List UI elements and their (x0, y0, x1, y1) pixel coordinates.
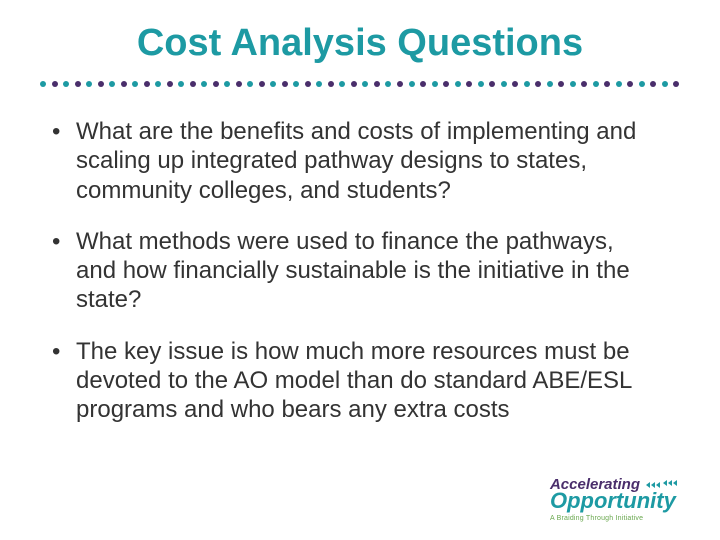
divider-dot (501, 81, 507, 87)
divider-dot (673, 81, 679, 87)
divider-dot (305, 81, 311, 87)
divider-dot (547, 81, 553, 87)
divider-dot (409, 81, 415, 87)
logo-tagline: A Braiding Through Initiative (550, 515, 680, 522)
divider-dot (593, 81, 599, 87)
divider-dot (362, 81, 368, 87)
divider-dot (374, 81, 380, 87)
divider-dot (570, 81, 576, 87)
divider-dot (524, 81, 530, 87)
divider-dot (247, 81, 253, 87)
divider-dot (167, 81, 173, 87)
divider-dot (650, 81, 656, 87)
divider-dot (466, 81, 472, 87)
divider-dot (201, 81, 207, 87)
divider-dot (455, 81, 461, 87)
brand-logo: Accelerating Opportunity A Braiding Thro… (550, 477, 680, 522)
divider-dot (144, 81, 150, 87)
divider-dot (190, 81, 196, 87)
divider-dot (558, 81, 564, 87)
divider-dot (132, 81, 138, 87)
divider-dot (420, 81, 426, 87)
divider-dot (512, 81, 518, 87)
divider-dot (351, 81, 357, 87)
divider-dot (328, 81, 334, 87)
divider-dot (40, 81, 46, 87)
divider-dot (270, 81, 276, 87)
divider-dot (385, 81, 391, 87)
divider-dot (155, 81, 161, 87)
slide: Cost Analysis Questions What are the ben… (0, 0, 720, 540)
divider-dots (40, 79, 680, 89)
divider-dot (604, 81, 610, 87)
divider-dot (489, 81, 495, 87)
divider-dot (432, 81, 438, 87)
slide-title: Cost Analysis Questions (0, 0, 720, 65)
bullet-list: What are the benefits and costs of imple… (0, 117, 720, 424)
divider-dot (627, 81, 633, 87)
logo-line2: Opportunity (550, 490, 680, 512)
divider-dot (282, 81, 288, 87)
divider-dot (639, 81, 645, 87)
divider-dot (339, 81, 345, 87)
bullet-item: What are the benefits and costs of imple… (48, 117, 660, 205)
divider-dot (581, 81, 587, 87)
divider-dot (224, 81, 230, 87)
bullet-item: What methods were used to finance the pa… (48, 227, 660, 315)
divider-dot (293, 81, 299, 87)
divider-dot (109, 81, 115, 87)
divider-dot (178, 81, 184, 87)
divider-dot (397, 81, 403, 87)
divider-dot (86, 81, 92, 87)
divider-dot (98, 81, 104, 87)
divider-dot (443, 81, 449, 87)
divider-dot (75, 81, 81, 87)
divider-dot (121, 81, 127, 87)
divider-dot (52, 81, 58, 87)
divider-dot (535, 81, 541, 87)
divider-dot (213, 81, 219, 87)
divider-dot (316, 81, 322, 87)
divider-dot (662, 81, 668, 87)
bullet-item: The key issue is how much more resources… (48, 337, 660, 425)
divider-dot (259, 81, 265, 87)
divider-dot (63, 81, 69, 87)
divider-dot (616, 81, 622, 87)
divider-dot (478, 81, 484, 87)
divider-dot (236, 81, 242, 87)
